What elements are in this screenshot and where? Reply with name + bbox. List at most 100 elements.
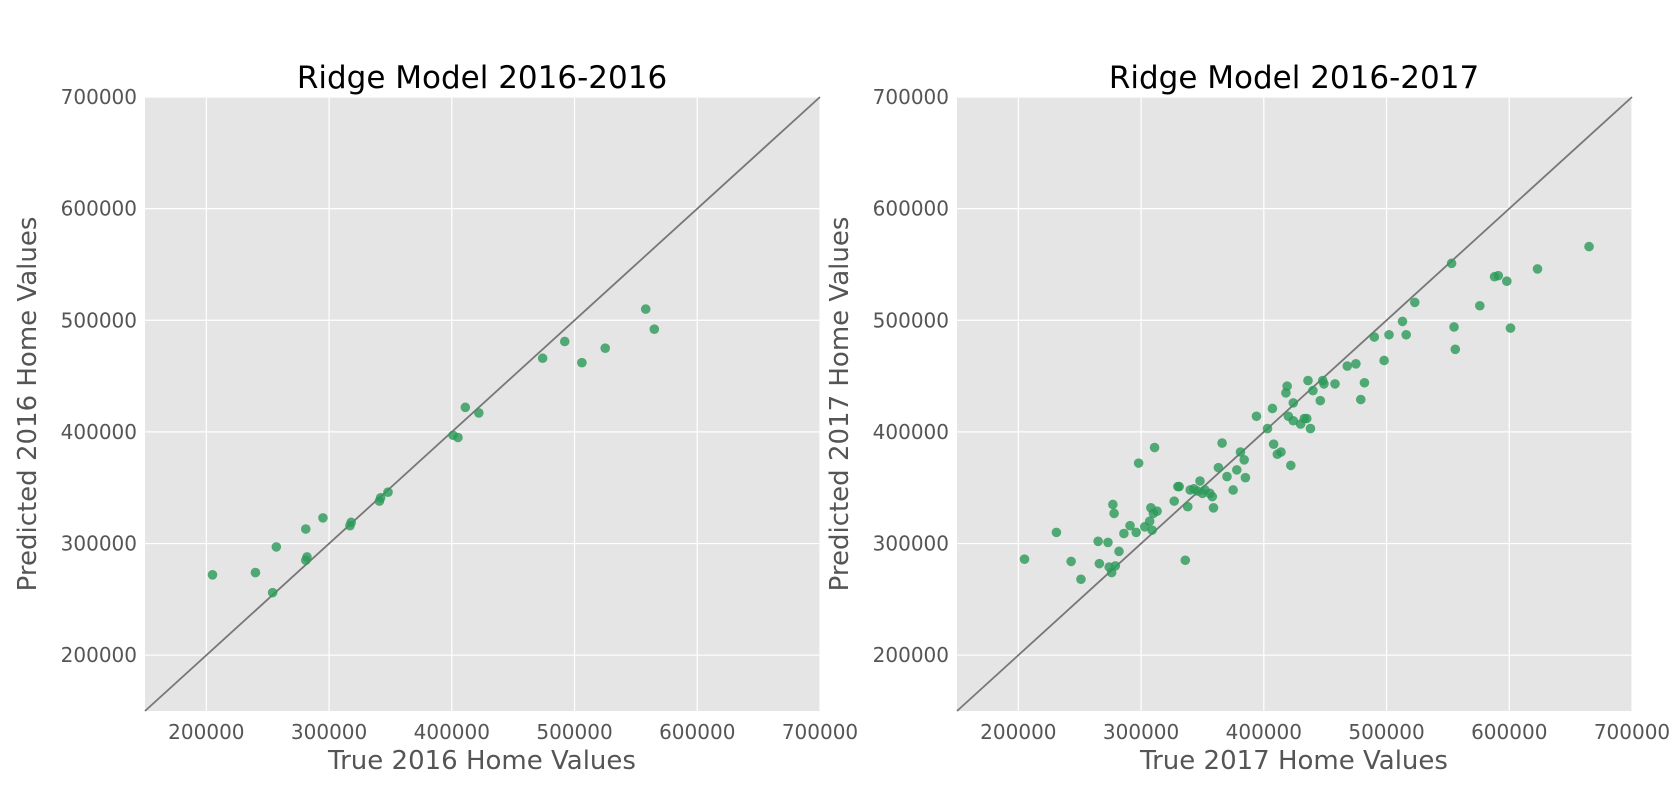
data-point (1182, 501, 1193, 512)
x-tick-label: 400000 (414, 720, 490, 744)
data-point (1169, 496, 1180, 506)
data-points (1019, 241, 1594, 585)
data-point (537, 353, 548, 364)
data-point (1308, 385, 1318, 396)
x-tick-label: 200000 (168, 720, 244, 744)
data-point (1217, 438, 1227, 448)
data-point (1051, 527, 1062, 538)
chart-title: Ridge Model 2016-2017 (1109, 60, 1479, 96)
y-tick-label: 700000 (873, 85, 949, 109)
data-point (1319, 379, 1329, 389)
chart-title: Ridge Model 2016-2016 (297, 60, 667, 96)
x-tick-label: 500000 (536, 720, 612, 744)
data-point (1076, 574, 1086, 585)
y-tick-labels: 200000 300000 400000 500000 600000 700000 (873, 85, 949, 667)
data-point (1110, 561, 1121, 571)
x-axis-label: True 2016 Home Values (327, 746, 636, 776)
data-point (1475, 300, 1485, 311)
data-point (1144, 516, 1155, 527)
reference-line (144, 96, 821, 712)
data-point (1208, 503, 1219, 513)
chart-ridge-2016-2016: 200000 300000 400000 500000 600000 700000 200… (13, 60, 858, 776)
y-tick-label: 700000 (61, 85, 137, 109)
y-tick-label: 400000 (873, 420, 949, 444)
y-tick-label: 600000 (873, 197, 949, 221)
data-point (1450, 344, 1461, 355)
data-point (1351, 359, 1361, 369)
data-point (1330, 379, 1340, 389)
gridlines (145, 96, 821, 711)
data-point (460, 402, 471, 413)
data-point (1239, 455, 1249, 465)
data-point (1147, 525, 1157, 535)
data-point (1125, 520, 1135, 531)
data-point (559, 336, 570, 347)
data-point (1286, 460, 1296, 471)
x-tick-label: 300000 (291, 720, 367, 744)
data-point (1303, 375, 1313, 386)
data-point (1019, 554, 1030, 564)
data-point (375, 492, 386, 503)
data-point (383, 487, 393, 497)
x-axis-label: True 2017 Home Values (1139, 746, 1448, 776)
data-point (577, 357, 587, 368)
data-point (1232, 465, 1242, 475)
data-point (1195, 476, 1205, 486)
x-tick-label: 300000 (1103, 720, 1179, 744)
y-tick-label: 600000 (61, 197, 137, 221)
data-point (318, 513, 328, 523)
data-point (649, 324, 660, 335)
data-point (1315, 395, 1326, 406)
y-tick-label: 200000 (61, 643, 137, 667)
data-point (453, 432, 463, 443)
data-point (1103, 537, 1113, 548)
x-tick-labels: 200000 300000 400000 500000 600000 700000 (168, 720, 858, 744)
x-tick-label: 400000 (1226, 720, 1302, 744)
data-point (1133, 458, 1144, 468)
data-point (1276, 447, 1286, 457)
data-point (1359, 377, 1370, 388)
x-tick-label: 700000 (782, 720, 858, 744)
data-point (302, 552, 312, 562)
x-tick-labels: 200000 300000 400000 500000 600000 700000 (980, 720, 1670, 744)
data-point (1268, 439, 1279, 449)
x-tick-label: 200000 (980, 720, 1056, 744)
data-point (250, 567, 261, 578)
data-point (1301, 413, 1312, 424)
y-axis-label: Predicted 2017 Home Values (825, 217, 855, 592)
data-point (1397, 316, 1408, 327)
data-point (1584, 241, 1594, 252)
data-point (1119, 528, 1129, 539)
data-point (1342, 361, 1353, 371)
data-point (1384, 329, 1394, 340)
data-point (1409, 297, 1420, 308)
data-point (1235, 447, 1246, 457)
data-point (1502, 276, 1512, 287)
data-point (1109, 508, 1119, 519)
data-point (1222, 471, 1232, 482)
data-point (1401, 329, 1411, 340)
data-point (1446, 258, 1457, 269)
y-tick-label: 300000 (873, 532, 949, 556)
data-point (474, 408, 484, 418)
data-point (1207, 491, 1218, 502)
y-axis-label: Predicted 2016 Home Values (13, 217, 43, 592)
data-point (1493, 270, 1504, 281)
data-point (600, 343, 611, 353)
data-point (1174, 481, 1184, 492)
data-point (1213, 462, 1224, 473)
y-tick-label: 500000 (873, 308, 949, 332)
data-points (207, 304, 660, 598)
data-point (1108, 499, 1118, 510)
data-point (1305, 423, 1316, 434)
data-point (271, 542, 282, 552)
x-tick-label: 600000 (659, 720, 735, 744)
data-point (1094, 558, 1105, 569)
data-point (1369, 332, 1380, 342)
data-point (1288, 398, 1299, 408)
data-point (1152, 506, 1162, 516)
data-point (1267, 403, 1278, 414)
data-point (1240, 472, 1251, 483)
data-point (1093, 536, 1103, 547)
